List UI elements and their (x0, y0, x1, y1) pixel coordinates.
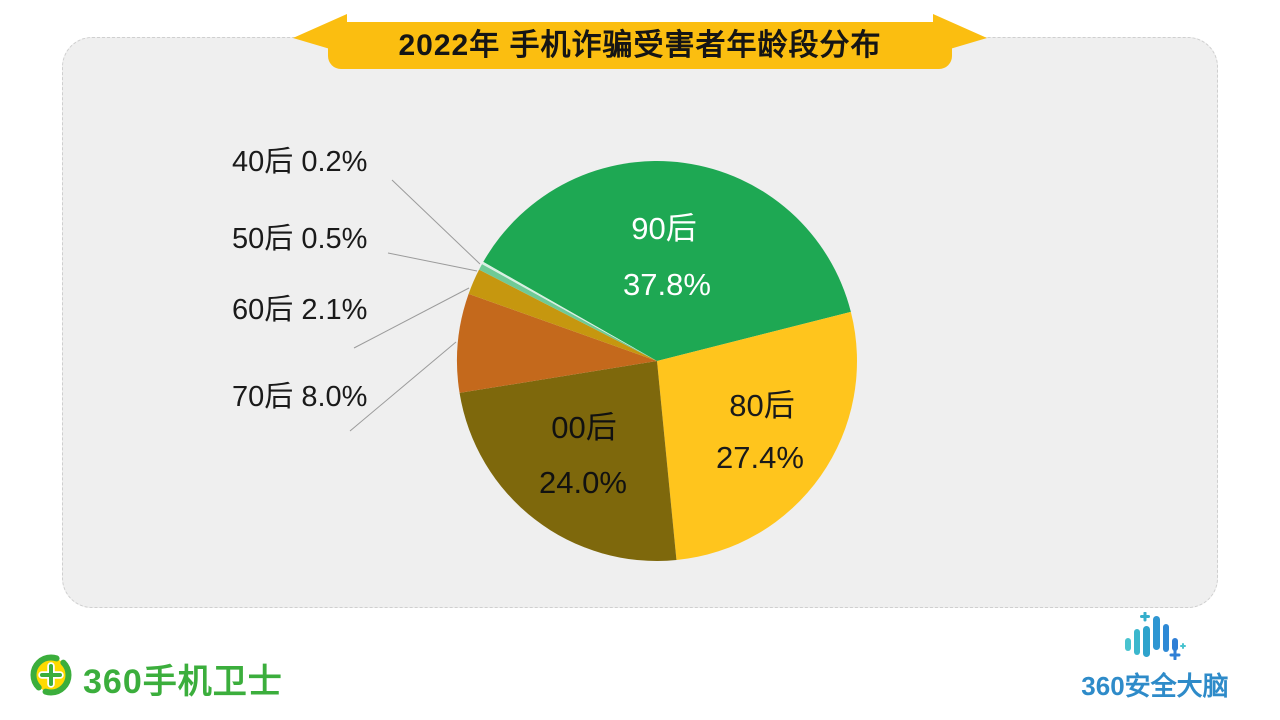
pie-slice-40s (482, 261, 657, 361)
brand-logo-right-text: 360安全大脑 (1081, 671, 1229, 701)
leader-line-50s (387, 252, 478, 272)
brain-bar-4 (1153, 616, 1160, 650)
pie-label-name-80s: 80后 (729, 388, 794, 423)
brain-plus-top-icon (1140, 612, 1150, 622)
pie-slice-60s (468, 269, 657, 361)
pie-slice-80s (657, 311, 857, 561)
security-brain-logo-icon (1125, 612, 1186, 660)
callout-label-40s: 40后 0.2% (232, 146, 368, 178)
logo-green-swirl (30, 654, 72, 696)
callout-label-60s: 60后 2.1% (232, 294, 368, 326)
leader-line-40s (391, 179, 481, 265)
title-ribbon (293, 14, 987, 69)
pie-slice-70s (456, 293, 657, 393)
brain-bar-2 (1134, 629, 1140, 655)
leader-line-70s (349, 341, 457, 432)
brain-sparkle-icon (1180, 643, 1186, 649)
pie-label-name-00s: 00后 (551, 410, 616, 445)
brain-bar-5 (1163, 624, 1169, 652)
page-title: 2022年 手机诈骗受害者年龄段分布 (398, 29, 882, 62)
brain-bar-6 (1172, 638, 1178, 651)
mobile-guard-logo-icon (30, 654, 72, 696)
pie-label-name-90s: 90后 (631, 211, 696, 246)
brain-bar-1 (1125, 638, 1131, 651)
callout-label-50s: 50后 0.5% (232, 223, 368, 255)
callout-label-70s: 70后 8.0% (232, 381, 368, 413)
brand-logo-left-text: 360手机卫士 (83, 663, 283, 701)
brain-bar-3 (1143, 626, 1150, 657)
logo-plus-icon (40, 664, 62, 686)
ribbon-body (328, 22, 952, 69)
pie-label-pct-00s: 24.0% (539, 465, 627, 500)
pie-slice-00s (459, 361, 677, 561)
brain-plus-bottom-icon (1169, 649, 1181, 660)
pie-slice-50s (479, 264, 657, 361)
pie-slice-90s (483, 160, 851, 361)
leader-line-60s (353, 287, 470, 349)
brand-logo-360-security-brain: 360安全大脑 (1070, 610, 1240, 701)
pie-label-pct-80s: 27.4% (716, 440, 804, 475)
pie-label-pct-90s: 37.8% (623, 267, 711, 302)
